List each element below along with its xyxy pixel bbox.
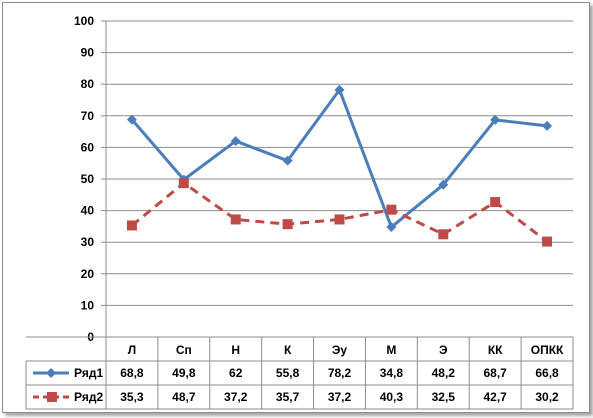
data-value-label: 48,7 — [172, 390, 196, 404]
gridlines — [106, 20, 573, 338]
series-line — [130, 181, 548, 243]
data-point — [282, 155, 293, 166]
y-tick-label: 100 — [74, 14, 94, 28]
data-value-label: 68,8 — [120, 366, 144, 380]
data-value-label: 32,5 — [432, 390, 456, 404]
data-value-label: 66,8 — [535, 366, 559, 380]
data-value-label: 42,7 — [483, 390, 507, 404]
legend-series-name: Ряд1 — [74, 366, 103, 380]
x-category-label: К — [284, 343, 292, 357]
y-tick-label: 80 — [81, 77, 95, 91]
data-value-label: 78,2 — [328, 366, 352, 380]
x-category-label: Л — [128, 343, 136, 357]
data-value-label: 55,8 — [276, 366, 300, 380]
data-point — [386, 222, 397, 233]
y-tick-label: 40 — [81, 204, 95, 218]
x-category-label: Э — [439, 343, 448, 357]
series-lines — [126, 84, 553, 247]
data-value-label: 68,7 — [483, 366, 507, 380]
data-value-label: 35,3 — [120, 390, 144, 404]
data-point — [126, 220, 137, 231]
legend-series-name: Ряд2 — [74, 390, 103, 404]
x-category-label: Эу — [332, 343, 348, 357]
y-tick-label: 10 — [81, 298, 95, 312]
y-tick-label: 70 — [81, 109, 95, 123]
data-point — [282, 219, 293, 230]
data-value-label: 62 — [229, 366, 243, 380]
data-point — [386, 204, 397, 215]
data-value-label: 35,7 — [276, 390, 300, 404]
y-tick-label: 90 — [81, 46, 95, 60]
data-value-label: 40,3 — [380, 390, 404, 404]
x-category-label: Н — [231, 343, 240, 357]
data-point — [334, 84, 345, 95]
data-point — [230, 136, 241, 147]
data-point — [438, 179, 449, 190]
legend-key-marker — [46, 368, 56, 378]
series-line — [130, 88, 548, 229]
x-category-label: М — [386, 343, 396, 357]
data-point — [542, 236, 553, 247]
data-point — [230, 214, 241, 225]
y-tick-label: 50 — [81, 172, 95, 186]
data-point — [490, 114, 501, 125]
data-value-label: 37,2 — [224, 390, 248, 404]
y-tick-label: 20 — [81, 267, 95, 281]
data-point — [126, 114, 137, 125]
data-point — [334, 214, 345, 225]
x-category-label: Сп — [176, 343, 192, 357]
data-table: Л Сп Н К Эу М Э КК ОПКК Ряд1 68,8 49,8 62 55,8 78,2 34,… — [25, 336, 574, 410]
data-point — [490, 197, 501, 208]
chart-frame: 0 10 20 30 40 50 60 70 80 90 100 Л Сп Н К Эу М Э КК ОПКК Ря… — [2, 2, 590, 413]
legend-key-marker — [47, 392, 57, 402]
x-category-label: ОПКК — [531, 343, 564, 357]
data-value-label: 30,2 — [535, 390, 559, 404]
y-tick-label: 30 — [81, 235, 95, 249]
data-value-label: 49,8 — [172, 366, 196, 380]
data-point — [178, 178, 189, 189]
data-point — [542, 120, 553, 131]
x-category-label: КК — [488, 343, 503, 357]
data-value-label: 48,2 — [432, 366, 456, 380]
data-value-label: 34,8 — [380, 366, 404, 380]
data-point — [438, 229, 449, 240]
data-value-label: 37,2 — [328, 390, 352, 404]
y-tick-label: 60 — [81, 140, 95, 154]
